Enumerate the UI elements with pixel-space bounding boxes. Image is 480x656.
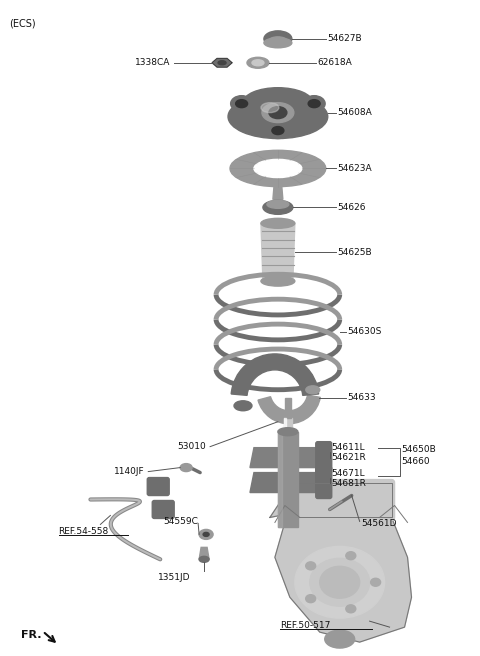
- Ellipse shape: [262, 102, 294, 123]
- FancyBboxPatch shape: [316, 466, 332, 499]
- Text: 54633: 54633: [348, 394, 376, 402]
- Ellipse shape: [263, 200, 293, 215]
- Ellipse shape: [269, 37, 287, 45]
- Ellipse shape: [278, 428, 298, 436]
- Ellipse shape: [269, 107, 287, 119]
- Ellipse shape: [306, 386, 320, 394]
- Text: 54626: 54626: [338, 203, 366, 212]
- Text: 54621R: 54621R: [332, 453, 367, 462]
- Ellipse shape: [267, 200, 289, 209]
- Ellipse shape: [199, 556, 209, 562]
- Ellipse shape: [325, 630, 355, 648]
- Ellipse shape: [303, 96, 325, 112]
- Text: 54671L: 54671L: [332, 469, 365, 478]
- Text: (ECS): (ECS): [9, 19, 36, 29]
- FancyBboxPatch shape: [147, 478, 169, 495]
- Wedge shape: [231, 354, 319, 396]
- Text: 54611L: 54611L: [332, 443, 365, 452]
- Text: REF.54-558: REF.54-558: [59, 527, 109, 536]
- Text: 54625B: 54625B: [338, 248, 372, 256]
- Text: 54630S: 54630S: [348, 327, 382, 337]
- Text: 54623A: 54623A: [338, 164, 372, 173]
- Polygon shape: [261, 223, 295, 281]
- Ellipse shape: [261, 276, 295, 286]
- Ellipse shape: [346, 605, 356, 613]
- Text: REF.50-517: REF.50-517: [280, 621, 330, 630]
- Ellipse shape: [218, 61, 226, 65]
- Polygon shape: [278, 432, 282, 527]
- Ellipse shape: [180, 464, 192, 472]
- Polygon shape: [284, 418, 292, 432]
- Ellipse shape: [306, 562, 316, 570]
- Ellipse shape: [230, 150, 326, 187]
- Wedge shape: [258, 395, 320, 424]
- Ellipse shape: [199, 529, 213, 539]
- Ellipse shape: [346, 552, 356, 560]
- Polygon shape: [199, 547, 209, 560]
- FancyBboxPatch shape: [285, 480, 395, 520]
- Polygon shape: [285, 398, 291, 418]
- Ellipse shape: [261, 218, 295, 228]
- Ellipse shape: [228, 94, 328, 138]
- Polygon shape: [250, 447, 326, 468]
- Ellipse shape: [234, 401, 252, 411]
- Text: 54559C: 54559C: [163, 517, 198, 526]
- Text: 54561D: 54561D: [361, 519, 397, 528]
- Ellipse shape: [261, 102, 279, 113]
- Text: 54660: 54660: [402, 457, 430, 466]
- Text: 54627B: 54627B: [328, 34, 362, 43]
- Ellipse shape: [236, 100, 248, 108]
- FancyBboxPatch shape: [152, 501, 174, 518]
- Polygon shape: [278, 432, 298, 527]
- Ellipse shape: [247, 57, 269, 68]
- Ellipse shape: [272, 127, 284, 134]
- Text: 1140JF: 1140JF: [114, 467, 144, 476]
- Ellipse shape: [264, 31, 292, 47]
- Text: 62618A: 62618A: [318, 58, 352, 68]
- Polygon shape: [273, 188, 283, 199]
- Ellipse shape: [310, 558, 370, 606]
- Text: 1351JD: 1351JD: [157, 573, 190, 582]
- Text: FR.: FR.: [21, 630, 41, 640]
- Ellipse shape: [267, 123, 289, 138]
- Text: 54608A: 54608A: [338, 108, 372, 117]
- Polygon shape: [284, 418, 286, 432]
- Ellipse shape: [252, 60, 264, 66]
- Polygon shape: [212, 58, 232, 67]
- Ellipse shape: [295, 546, 384, 618]
- Polygon shape: [250, 472, 326, 493]
- Text: 53010: 53010: [177, 442, 206, 451]
- Ellipse shape: [254, 159, 302, 178]
- Ellipse shape: [320, 566, 360, 598]
- Ellipse shape: [306, 595, 316, 603]
- Ellipse shape: [264, 38, 292, 48]
- Ellipse shape: [371, 579, 381, 586]
- FancyBboxPatch shape: [316, 441, 332, 474]
- Text: 54681R: 54681R: [332, 479, 367, 488]
- Text: 1338CA: 1338CA: [135, 58, 170, 68]
- Ellipse shape: [308, 100, 320, 108]
- Polygon shape: [270, 499, 411, 642]
- Ellipse shape: [231, 96, 252, 112]
- Ellipse shape: [203, 533, 209, 537]
- Text: 54650B: 54650B: [402, 445, 436, 454]
- Ellipse shape: [243, 88, 313, 117]
